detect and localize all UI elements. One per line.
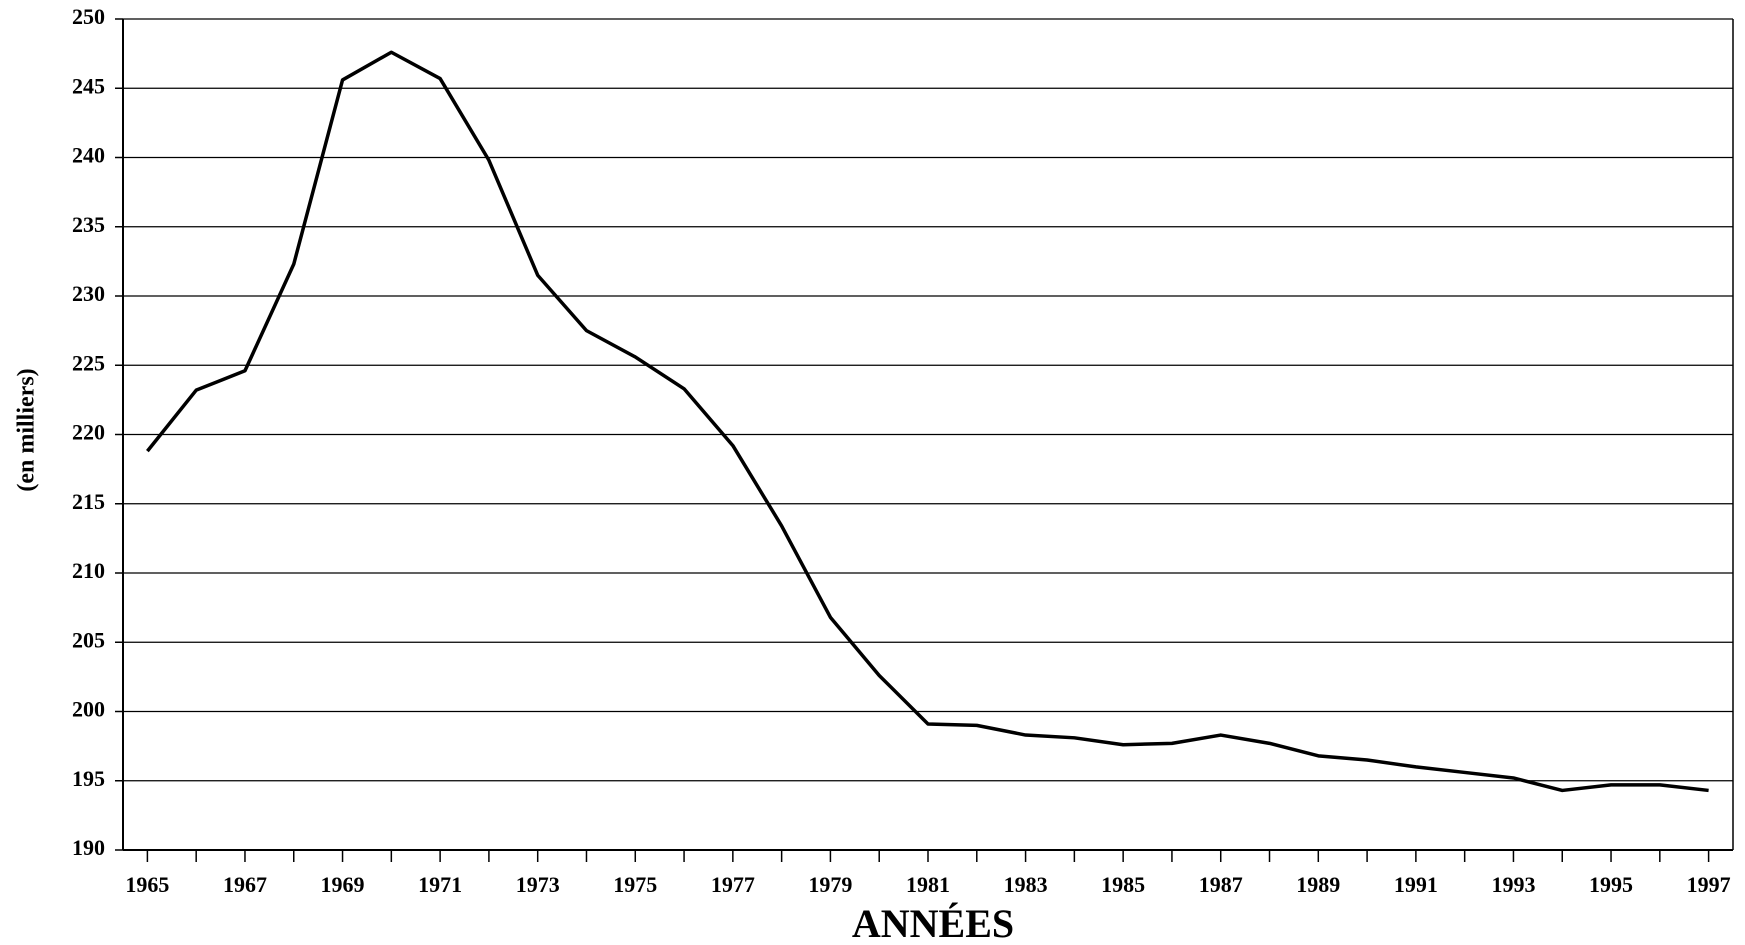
y-tick-label: 210	[72, 558, 105, 583]
x-tick-label: 1983	[1004, 872, 1048, 897]
x-tick-label: 1991	[1394, 872, 1438, 897]
x-tick-label: 1981	[906, 872, 950, 897]
y-tick-label: 190	[72, 835, 105, 860]
y-tick-label: 235	[72, 212, 105, 237]
y-tick-label: 200	[72, 697, 105, 722]
x-tick-label: 1989	[1296, 872, 1340, 897]
x-axis-label: ANNÉES	[852, 901, 1014, 945]
x-tick-label: 1993	[1491, 872, 1535, 897]
x-tick-label: 1977	[711, 872, 755, 897]
x-tick-label: 1973	[516, 872, 560, 897]
y-tick-label: 245	[72, 73, 105, 98]
y-tick-label: 250	[72, 4, 105, 29]
x-tick-label: 1997	[1687, 872, 1731, 897]
y-tick-label: 195	[72, 766, 105, 791]
x-tick-label: 1979	[808, 872, 852, 897]
y-tick-label: 225	[72, 350, 105, 375]
y-tick-label: 220	[72, 420, 105, 445]
x-tick-label: 1995	[1589, 872, 1633, 897]
y-tick-label: 230	[72, 281, 105, 306]
x-tick-label: 1965	[125, 872, 169, 897]
x-tick-label: 1971	[418, 872, 462, 897]
y-tick-label: 240	[72, 143, 105, 168]
x-tick-label: 1975	[613, 872, 657, 897]
x-tick-label: 1967	[223, 872, 267, 897]
x-tick-label: 1969	[321, 872, 365, 897]
y-axis-label: (en milliers)	[14, 368, 40, 491]
y-tick-label: 215	[72, 489, 105, 514]
data-line	[146, 50, 1709, 793]
x-tick-label: 1985	[1101, 872, 1145, 897]
x-tick-label: 1987	[1199, 872, 1243, 897]
y-tick-label: 205	[72, 627, 105, 652]
